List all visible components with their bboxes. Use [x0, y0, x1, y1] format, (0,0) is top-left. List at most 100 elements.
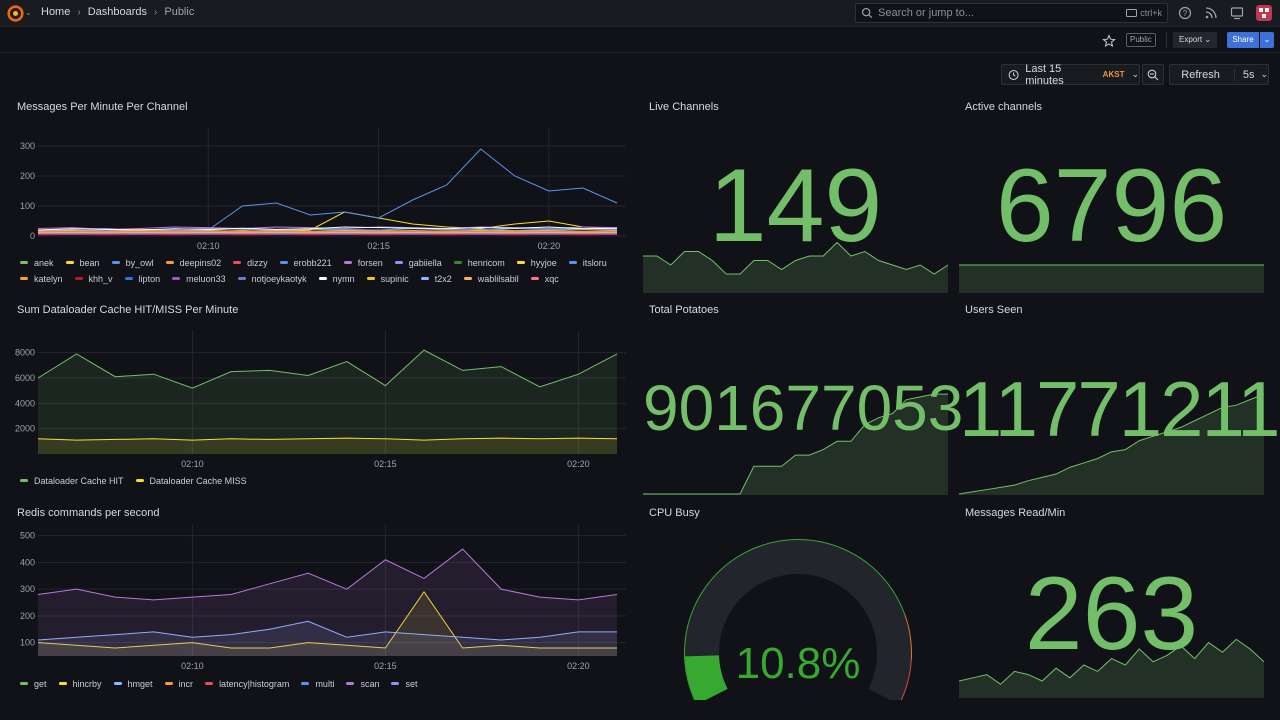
legend-label: deepins02 [179, 257, 222, 268]
search-input[interactable]: Search or jump to... ctrl+k [855, 3, 1168, 23]
x-tick-label: 02:15 [374, 459, 397, 469]
panel-title-dataloader[interactable]: Sum Dataloader Cache HIT/MISS Per Minute [17, 304, 239, 316]
legend-item[interactable]: lipton [124, 273, 160, 284]
legend-item[interactable]: khh_v [74, 273, 113, 284]
legend-swatch [135, 479, 144, 482]
legend-item[interactable]: incr [164, 678, 193, 689]
legend-item[interactable]: Dataloader Cache MISS [135, 475, 247, 486]
legend-label: khh_v [88, 273, 113, 284]
chevron-down-icon: ⌄ [1263, 35, 1271, 44]
panel-title-live-channels[interactable]: Live Channels [649, 101, 719, 113]
legend-item[interactable]: xqc [530, 273, 559, 284]
legend-label: hyyjoe [530, 257, 557, 268]
sparkline-line [959, 638, 1264, 685]
help-icon[interactable]: ? [1178, 6, 1192, 20]
legend-item[interactable]: deepins02 [165, 257, 222, 268]
legend-label: gabiiella [408, 257, 442, 268]
y-tick-label: 200 [20, 171, 35, 181]
x-tick-label: 02:10 [197, 241, 220, 251]
star-icon[interactable] [1102, 34, 1116, 48]
panel-title-redis[interactable]: Redis commands per second [17, 507, 160, 519]
divider [1166, 32, 1167, 48]
series-area [38, 591, 617, 656]
legend-item[interactable]: hmget [113, 678, 153, 689]
legend-item[interactable]: anek [20, 257, 54, 268]
legend-item[interactable]: hyyjoe [516, 257, 557, 268]
legend-item[interactable]: nymn [318, 273, 355, 284]
refresh-interval[interactable]: 5s [1233, 68, 1254, 81]
chevron-right-icon: › [77, 6, 81, 18]
search-icon [861, 7, 873, 19]
breadcrumb-home[interactable]: Home [41, 6, 71, 18]
legend-item[interactable]: katelyn [20, 273, 63, 284]
legend-item[interactable]: multi [301, 678, 334, 689]
legend-item[interactable]: Dataloader Cache HIT [20, 475, 124, 486]
legend-item[interactable]: by_owl [111, 257, 154, 268]
legend-item[interactable]: dizzy [233, 257, 268, 268]
legend-item[interactable]: scan [346, 678, 379, 689]
breadcrumb-dashboards[interactable]: Dashboards [87, 6, 148, 18]
export-button[interactable]: Export ⌄ [1173, 32, 1218, 48]
legend-label: multi [315, 678, 335, 689]
legend-item[interactable]: latency|histogram [205, 678, 289, 689]
legend-item[interactable]: hincrby [58, 678, 102, 689]
legend-item[interactable]: gabiiella [394, 257, 442, 268]
x-tick-label: 02:20 [567, 661, 590, 671]
chevron-right-icon: › [154, 6, 158, 18]
legend-item[interactable]: erobb221 [279, 257, 332, 268]
breadcrumb: Home › Dashboards › Public [41, 6, 194, 18]
chevron-down-icon[interactable]: ⌄ [25, 8, 32, 17]
panel-title-total-potatoes[interactable]: Total Potatoes [649, 304, 719, 316]
legend-item[interactable]: supinic [366, 273, 409, 284]
legend-item[interactable]: forsen [343, 257, 383, 268]
legend-label: Dataloader Cache MISS [149, 475, 247, 486]
panel-title-cpu-busy[interactable]: CPU Busy [649, 507, 700, 519]
panel-title-users-seen[interactable]: Users Seen [965, 304, 1023, 316]
legend-label: itsloru [582, 257, 607, 268]
legend-item[interactable]: get [20, 678, 47, 689]
series-area [38, 621, 617, 656]
legend-item[interactable]: itsloru [568, 257, 607, 268]
chevron-down-icon: ⌄ [1260, 69, 1268, 79]
panel-title-active-channels[interactable]: Active channels [965, 101, 1043, 113]
monitor-icon[interactable] [1230, 6, 1244, 20]
panel-title-messages-read[interactable]: Messages Read/Min [965, 507, 1066, 519]
legend-label: latency|histogram [219, 678, 290, 689]
y-tick-label: 8000 [15, 348, 35, 358]
legend-swatch [516, 261, 525, 264]
x-tick-label: 02:20 [538, 241, 561, 251]
share-dropdown-button[interactable]: ⌄ [1260, 32, 1274, 48]
refresh-label: Refresh [1181, 68, 1220, 81]
legend-label: hincrby [72, 678, 102, 689]
legend-item[interactable]: notjoeykaotyk [237, 273, 307, 284]
y-tick-label: 6000 [15, 373, 35, 383]
legend-item[interactable]: wablilsabil [463, 273, 519, 284]
legend-item[interactable]: set [391, 678, 417, 689]
time-range-label: Last 15 minutes [1025, 62, 1064, 87]
panel-title-messages[interactable]: Messages Per Minute Per Channel [17, 101, 188, 113]
total-potatoes-value: 901677053 [643, 372, 964, 444]
sparkline-line [643, 393, 948, 495]
refresh-button[interactable]: Refresh 5s ⌄ [1169, 64, 1269, 85]
keyboard-icon [1126, 9, 1138, 17]
legend-item[interactable]: bean [65, 257, 100, 268]
time-range-picker[interactable]: Last 15 minutes AKST ⌄ [1001, 62, 1140, 87]
public-badge: Public [1126, 33, 1156, 47]
rss-icon[interactable] [1204, 6, 1218, 20]
legend-swatch [463, 277, 472, 280]
legend-swatch [172, 277, 181, 280]
x-tick-label: 02:10 [181, 459, 204, 469]
legend-swatch [394, 261, 403, 264]
legend-item[interactable]: t2x2 [420, 273, 452, 284]
legend-item[interactable]: henricom [453, 257, 505, 268]
avatar[interactable] [1256, 5, 1272, 21]
grafana-logo-icon[interactable] [7, 5, 24, 22]
legend-swatch [111, 261, 120, 264]
chevron-down-icon: ⌄ [1131, 69, 1139, 79]
legend-item[interactable]: meluon33 [172, 273, 226, 284]
messages-read-sparkline [959, 638, 1264, 698]
messages-chart: 0 100 200 300 02:10 02:15 02:20 [20, 127, 626, 251]
share-button[interactable]: Share [1227, 32, 1259, 48]
series-line [37, 349, 618, 389]
zoom-out-button[interactable] [1142, 64, 1164, 85]
